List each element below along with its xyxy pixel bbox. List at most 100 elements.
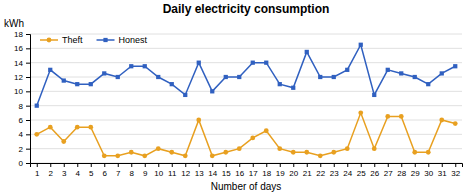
- series-marker: [385, 114, 390, 119]
- series-marker: [156, 75, 160, 79]
- plot-area: [34, 43, 457, 159]
- x-tick: 30: [424, 163, 433, 178]
- y-axis: 024681012141618: [14, 30, 30, 168]
- x-tick-mark: [104, 163, 105, 167]
- y-tick: 0: [19, 159, 30, 168]
- x-tick-label: 18: [262, 169, 271, 178]
- x-tick: 2: [49, 163, 54, 178]
- x-tick-label: 28: [397, 169, 406, 178]
- series-marker: [75, 82, 79, 86]
- x-tick: 25: [357, 163, 366, 178]
- x-tick: 21: [303, 163, 312, 178]
- x-axis-line: [31, 164, 463, 168]
- series-marker: [34, 132, 39, 137]
- legend-marker: [103, 38, 107, 42]
- x-tick-label: 20: [289, 169, 298, 178]
- y-axis-line: [26, 35, 31, 164]
- grid-line: [30, 120, 462, 121]
- x-tick-label: 16: [235, 169, 244, 178]
- x-tick: 9: [143, 163, 148, 178]
- y-tick-mark: [26, 77, 30, 78]
- y-tick: 10: [14, 87, 30, 96]
- x-tick-mark: [307, 163, 308, 167]
- x-tick: 4: [76, 163, 81, 178]
- y-tick-label: 12: [14, 73, 23, 82]
- x-tick-mark: [401, 163, 402, 167]
- x-tick-label: 1: [35, 169, 40, 178]
- x-tick: 27: [384, 163, 393, 178]
- x-tick: 24: [343, 163, 352, 178]
- series-marker: [332, 75, 336, 79]
- x-tick-label: 11: [168, 169, 177, 178]
- x-tick-mark: [293, 163, 294, 167]
- x-tick: 22: [316, 163, 325, 178]
- series: [34, 110, 457, 158]
- x-tick-label: 29: [411, 169, 420, 178]
- y-tick-mark: [26, 63, 30, 64]
- x-tick-mark: [361, 163, 362, 167]
- y-tick-label: 8: [19, 102, 24, 111]
- series-marker: [372, 146, 377, 151]
- y-tick-label: 4: [19, 130, 24, 139]
- y-tick: 4: [19, 130, 30, 139]
- y-axis-title: kWh: [4, 18, 24, 29]
- x-tick: 19: [276, 163, 285, 178]
- series-marker: [129, 64, 133, 68]
- series-marker: [453, 64, 457, 68]
- series-marker: [116, 75, 120, 79]
- x-tick-mark: [64, 163, 65, 167]
- series-marker: [426, 150, 431, 155]
- series-marker: [237, 146, 242, 151]
- x-tick-mark: [199, 163, 200, 167]
- x-tick-label: 22: [316, 169, 325, 178]
- x-tick-label: 21: [303, 169, 312, 178]
- grid-line: [30, 105, 462, 106]
- legend-label: Theft: [62, 35, 83, 45]
- legend-item: Theft: [40, 35, 83, 45]
- x-tick-mark: [118, 163, 119, 167]
- series-marker: [277, 146, 282, 151]
- series-marker: [440, 71, 444, 75]
- x-tick-mark: [50, 163, 51, 167]
- grid-line: [30, 34, 462, 35]
- series-marker: [237, 75, 241, 79]
- chart: 1234567891011121314151617181920212223242…: [0, 0, 474, 193]
- y-tick: 6: [19, 116, 30, 125]
- y-tick-mark: [26, 134, 30, 135]
- series-marker: [197, 61, 201, 65]
- x-tick-label: 23: [330, 169, 339, 178]
- x-tick: 6: [103, 163, 108, 178]
- y-tick: 16: [14, 44, 30, 53]
- series-line: [37, 45, 456, 106]
- x-tick: 12: [181, 163, 190, 178]
- y-tick-label: 2: [19, 145, 24, 154]
- grid-line: [30, 62, 462, 63]
- y-tick-label: 14: [14, 59, 23, 68]
- x-tick-mark: [428, 163, 429, 167]
- y-tick: 8: [19, 102, 30, 111]
- series-marker: [169, 150, 174, 155]
- y-tick-mark: [26, 34, 30, 35]
- series-marker: [291, 150, 296, 155]
- series-marker: [291, 86, 295, 90]
- title: Daily electricity consumption: [163, 2, 330, 16]
- series-marker: [345, 68, 349, 72]
- y-tick-mark: [26, 120, 30, 121]
- series-marker: [331, 150, 336, 155]
- x-tick-mark: [415, 163, 416, 167]
- x-tick-label: 6: [103, 169, 108, 178]
- x-tick-mark: [172, 163, 173, 167]
- legend-marker: [47, 38, 52, 43]
- x-tick-label: 3: [62, 169, 67, 178]
- x-tick-mark: [239, 163, 240, 167]
- x-tick: 1: [35, 163, 40, 178]
- x-tick-label: 31: [438, 169, 447, 178]
- x-tick-label: 7: [116, 169, 121, 178]
- x-tick-label: 8: [130, 169, 135, 178]
- x-tick: 32: [451, 163, 460, 178]
- y-tick: 14: [14, 59, 30, 68]
- series-marker: [196, 118, 201, 123]
- y-tick-mark: [26, 163, 30, 164]
- y-tick-label: 6: [19, 116, 24, 125]
- x-tick-mark: [226, 163, 227, 167]
